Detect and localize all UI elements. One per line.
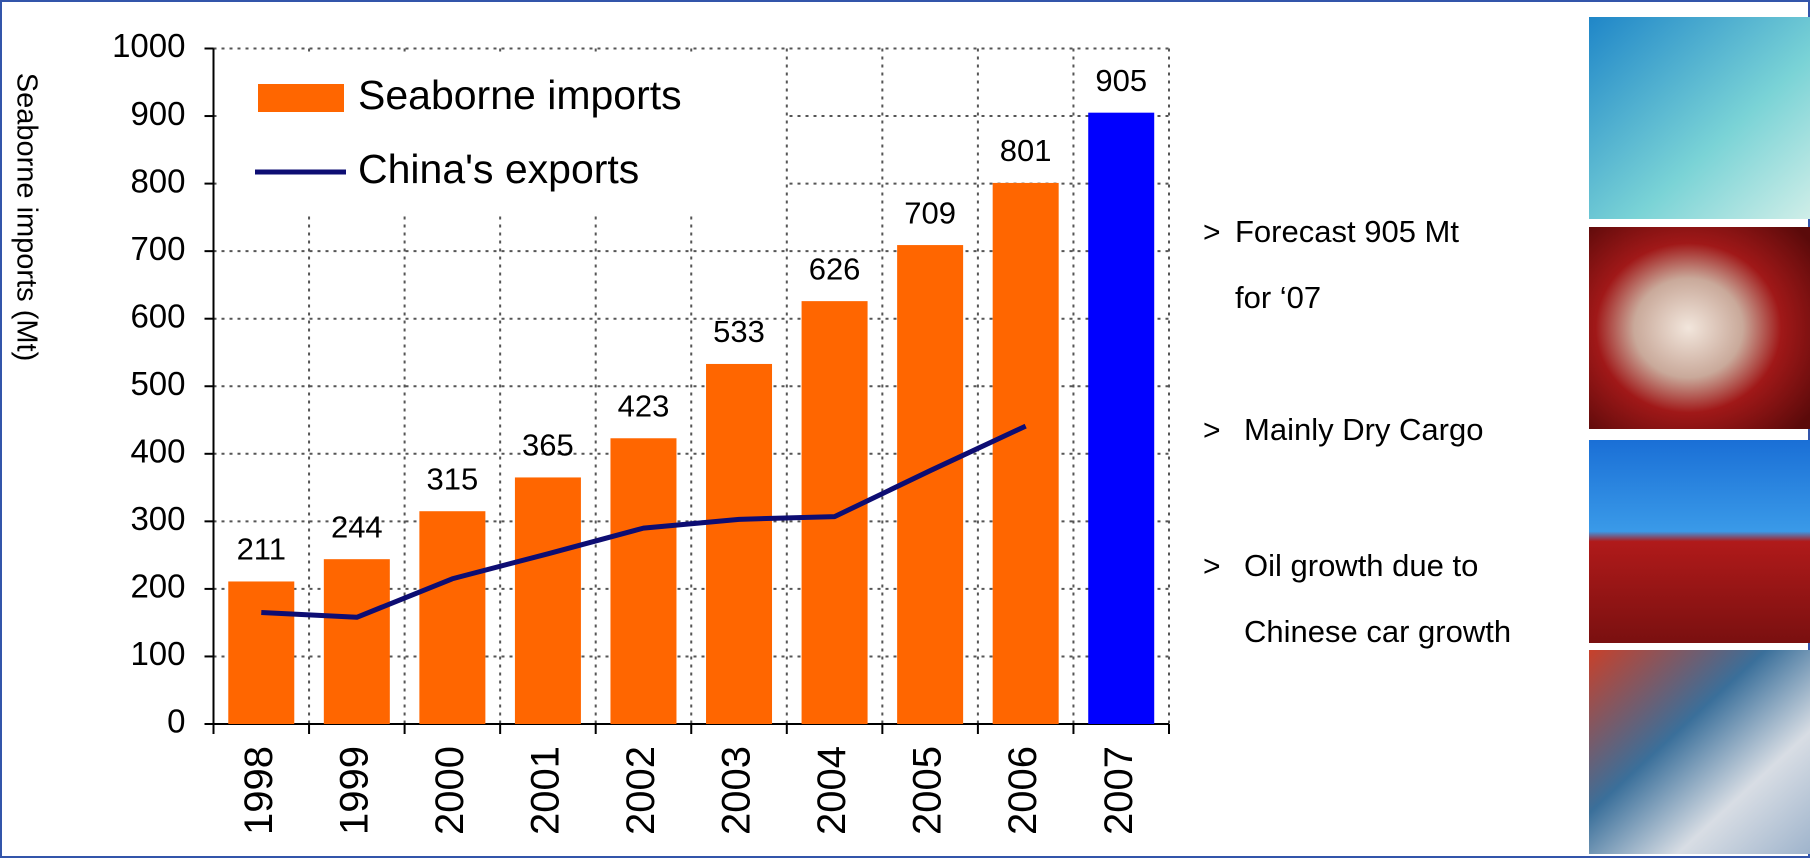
- legend-label: Seaborne imports: [358, 72, 682, 118]
- bullet-text: Chinese car growth: [1244, 614, 1511, 649]
- y-tick-label: 1000: [112, 27, 185, 64]
- legend-swatch: [258, 84, 344, 112]
- bullet-text: Forecast 905 Mt: [1235, 214, 1459, 249]
- y-tick-label: 100: [130, 635, 185, 672]
- x-tick-label: 2004: [810, 746, 854, 835]
- value-label: 626: [809, 251, 861, 286]
- y-tick-label: 200: [130, 568, 185, 605]
- value-label: 211: [237, 532, 286, 567]
- x-tick-label: 1999: [332, 746, 376, 835]
- y-tick-label: 900: [130, 95, 185, 132]
- legend-label: China's exports: [358, 146, 639, 192]
- bar: [515, 477, 581, 724]
- bar: [324, 559, 390, 724]
- x-tick-label: 1998: [237, 746, 281, 835]
- value-label: 905: [1095, 63, 1147, 98]
- value-label: 801: [1000, 133, 1052, 168]
- y-tick-label: 700: [130, 230, 185, 267]
- chart: Seaborne imports (Mt) 0 100 200 300 400 500 60…: [0, 0, 1810, 858]
- bullet-marker: >: [1203, 216, 1221, 249]
- x-tick-label: 2002: [619, 746, 663, 835]
- photo: [1589, 650, 1810, 854]
- value-label: 244: [331, 509, 383, 544]
- bullet-text: Mainly Dry Cargo: [1244, 412, 1483, 447]
- y-tick-label: 500: [130, 365, 185, 402]
- y-axis-title: Seaborne imports (Mt): [10, 73, 42, 362]
- bar: [802, 301, 868, 724]
- value-label: 423: [618, 388, 670, 423]
- photo: [1589, 227, 1810, 429]
- bar: [419, 511, 485, 724]
- bullet-text: for ‘07: [1235, 280, 1321, 315]
- y-tick-label: 600: [130, 297, 185, 334]
- value-label: 533: [713, 314, 765, 349]
- y-tick-label: 300: [130, 500, 185, 537]
- bar: [706, 364, 772, 724]
- bar: [228, 581, 294, 724]
- x-tick-label: 2000: [428, 746, 472, 835]
- bullet-marker: >: [1203, 414, 1221, 447]
- y-tick-label: 800: [130, 162, 185, 199]
- value-label: 315: [427, 461, 479, 496]
- bar: [1088, 113, 1154, 724]
- x-tick-label: 2007: [1097, 746, 1141, 835]
- value-label: 365: [522, 428, 574, 463]
- x-tick-label: 2005: [906, 746, 950, 835]
- bullet-marker: >: [1203, 550, 1221, 583]
- x-tick-label: 2001: [523, 746, 567, 835]
- value-label: 709: [904, 195, 956, 230]
- y-tick-label: 400: [130, 433, 185, 470]
- bar: [993, 183, 1059, 724]
- bullet-text: Oil growth due to: [1244, 548, 1478, 583]
- x-tick-label: 2006: [1001, 746, 1045, 835]
- photo: [1589, 17, 1810, 219]
- bar: [610, 438, 676, 724]
- photo: [1589, 440, 1810, 643]
- page: Seaborne imports (Mt) 0 100 200 300 400 500 60…: [0, 0, 1810, 858]
- x-tick-label: 2003: [715, 746, 759, 835]
- y-tick-label: 0: [167, 703, 185, 740]
